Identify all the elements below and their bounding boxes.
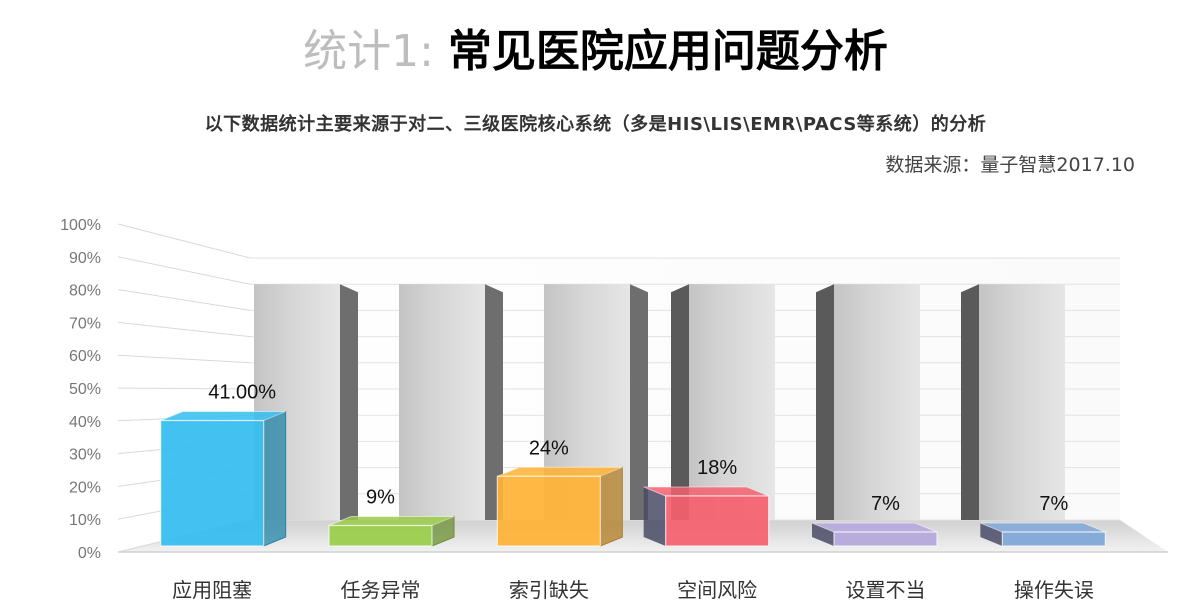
background-pillar-side xyxy=(961,284,979,520)
category-label: 操作失误 xyxy=(1014,578,1094,602)
data-label: 7% xyxy=(871,493,900,515)
y-tick-label: 20% xyxy=(69,479,101,496)
title-prefix: 统计1: xyxy=(303,26,448,77)
data-bar xyxy=(160,419,265,547)
bar-top xyxy=(160,411,286,422)
chart-title: 统计1: 常见医院应用问题分析 xyxy=(0,22,1191,82)
data-bar xyxy=(833,531,938,547)
y-tick-label: 70% xyxy=(69,315,101,332)
y-tick-label: 0% xyxy=(78,545,101,562)
data-label: 41.00% xyxy=(208,382,276,404)
gridline-side xyxy=(117,223,251,259)
category-label: 索引缺失 xyxy=(509,578,589,602)
y-tick-label: 100% xyxy=(60,217,101,234)
bar-top xyxy=(497,466,623,477)
gridline-side xyxy=(117,387,251,390)
bar-top xyxy=(980,522,1106,533)
category-label: 应用阻塞 xyxy=(172,578,252,602)
bar-side xyxy=(812,523,834,546)
background-pillar xyxy=(689,284,775,520)
bar-side xyxy=(643,486,666,546)
data-label: 7% xyxy=(1039,493,1068,515)
background-pillar-side xyxy=(816,284,834,520)
data-label: 9% xyxy=(366,486,395,508)
y-tick-label: 50% xyxy=(69,381,101,398)
data-bar xyxy=(496,475,601,547)
y-tick-label: 10% xyxy=(69,512,101,529)
title-main: 常见医院应用问题分析 xyxy=(447,26,888,77)
data-label: 24% xyxy=(529,437,569,459)
data-source-note: 数据来源：量子智慧2017.10 xyxy=(885,154,1135,176)
background-pillar-side xyxy=(485,284,503,520)
gridline-side xyxy=(117,354,251,364)
gridline-side xyxy=(117,256,251,285)
background-pillar-side xyxy=(671,284,689,520)
bar-top xyxy=(643,486,769,497)
bar-top xyxy=(811,522,938,533)
background-pillar-side xyxy=(340,284,358,520)
bar-side xyxy=(263,410,287,547)
data-label: 18% xyxy=(697,457,737,479)
data-bar xyxy=(328,524,433,547)
gridline-side xyxy=(117,321,251,338)
bar-side xyxy=(599,466,623,547)
background-pillar xyxy=(834,284,920,520)
data-bar xyxy=(665,495,770,547)
chart-subtitle: 以下数据统计主要来源于对二、三级医院核心系统（多是HIS\LIS\EMR\PAC… xyxy=(204,114,987,135)
bar-side xyxy=(980,523,1003,546)
background-pillar xyxy=(399,284,485,520)
y-tick-label: 80% xyxy=(69,283,101,300)
data-bar xyxy=(1001,531,1106,547)
background-pillar xyxy=(979,284,1065,520)
background-pillar-side xyxy=(630,284,648,520)
category-label: 设置不当 xyxy=(846,578,926,602)
gridline-side xyxy=(117,289,251,311)
y-tick-label: 90% xyxy=(69,250,101,267)
y-tick-label: 30% xyxy=(69,447,101,464)
y-tick-label: 60% xyxy=(69,348,101,365)
y-tick-label: 40% xyxy=(69,414,101,431)
category-label: 任务异常 xyxy=(341,578,421,602)
category-label: 空间风险 xyxy=(677,578,757,602)
bar-top xyxy=(328,515,455,526)
